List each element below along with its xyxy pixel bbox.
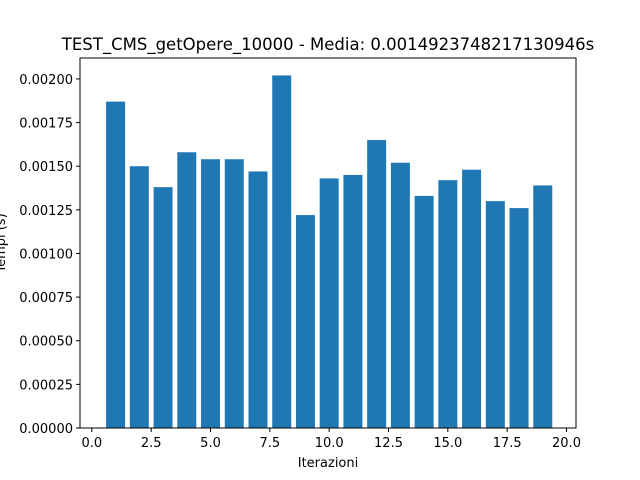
bar	[248, 171, 268, 428]
x-tick-label: 7.5	[260, 436, 281, 451]
x-tick-label: 12.5	[374, 436, 403, 451]
x-axis-label: Iterazioni	[298, 456, 358, 471]
bar	[319, 178, 339, 428]
bar	[106, 101, 126, 428]
x-tick-label: 20.0	[552, 436, 581, 451]
x-tick-label: 0.0	[82, 436, 103, 451]
y-tick-label: 0.00125	[19, 204, 73, 219]
x-tick-label: 2.5	[141, 436, 162, 451]
bar	[367, 140, 387, 428]
bar	[533, 185, 553, 428]
bar	[462, 169, 482, 428]
bars-group	[106, 75, 553, 429]
y-tick-label: 0.00050	[19, 335, 73, 350]
bar	[153, 187, 173, 428]
y-tick-label: 0.00150	[19, 160, 73, 175]
bar	[201, 159, 221, 428]
y-tick-label: 0.00100	[19, 247, 73, 262]
bar	[390, 162, 410, 428]
bar	[177, 152, 197, 428]
y-tick-label: 0.00000	[19, 422, 73, 437]
y-tick-label: 0.00075	[19, 291, 73, 306]
y-tick-label: 0.00175	[19, 117, 73, 132]
bar	[343, 174, 363, 428]
x-tick-label: 5.0	[200, 436, 221, 451]
y-tick-label: 0.00200	[19, 73, 73, 88]
y-tick-label: 0.00025	[19, 378, 73, 393]
x-tick-label: 17.5	[493, 436, 522, 451]
bar	[485, 201, 505, 428]
bar	[509, 208, 529, 428]
chart-title: TEST_CMS_getOpere_10000 - Media: 0.00149…	[61, 35, 594, 55]
y-axis-label: Tempi (s)	[0, 213, 9, 273]
x-axis-ticks: 0.0 2.5 5.0 7.5 10.0 12.5 15.0 17.5 20.0	[82, 428, 581, 451]
bar	[272, 75, 292, 429]
bar	[224, 159, 244, 428]
y-axis-ticks: 0.00000 0.00025 0.00050 0.00075 0.00100 0.001…	[19, 73, 80, 437]
bar	[295, 215, 315, 428]
bar	[414, 195, 434, 428]
bar	[438, 180, 458, 428]
x-tick-label: 15.0	[433, 436, 462, 451]
bar	[129, 166, 149, 428]
plot-frame	[79, 57, 577, 429]
x-tick-label: 10.0	[315, 436, 344, 451]
